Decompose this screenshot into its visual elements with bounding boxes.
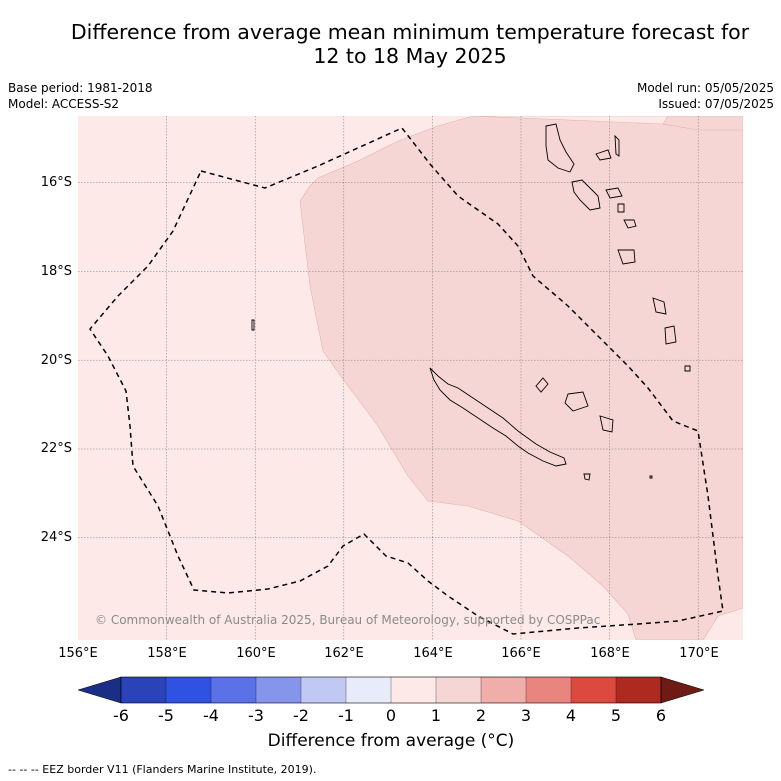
- lon-label-156e: 156°E: [58, 646, 98, 661]
- colorbar-tick-3: 3: [520, 706, 532, 725]
- maewo-coast: [614, 134, 620, 157]
- matthew-coast: [649, 475, 653, 479]
- colorbar-bin-11: [571, 677, 616, 703]
- colorbar-title: Difference from average (°C): [267, 731, 515, 751]
- lat-label-22s: 22°S: [40, 441, 72, 456]
- malo-coast: [595, 149, 612, 161]
- efate-coast: [623, 219, 637, 229]
- colorbar-bin-4: [256, 677, 301, 703]
- erromango-coast: [617, 249, 636, 265]
- epi-coast: [617, 203, 625, 213]
- colorbar-tick-1: 1: [430, 706, 442, 725]
- coastlines: [251, 123, 691, 481]
- mare-coast: [599, 415, 614, 433]
- issued-text: Issued: 07/05/2025: [658, 97, 774, 111]
- lat-label-20s: 20°S: [40, 353, 72, 368]
- colorbar-bin-1: [121, 677, 166, 703]
- colorbar: [78, 676, 704, 704]
- colorbar-bin-6: [346, 677, 391, 703]
- colorbar-tick-neg2: -2: [293, 706, 309, 725]
- isle-of-pines-coast: [583, 473, 591, 481]
- colorbar-tick-neg5: -5: [158, 706, 174, 725]
- espiritu-santo-coast: [545, 123, 575, 173]
- lat-label-18s: 18°S: [40, 264, 72, 279]
- lon-label-162e: 162°E: [324, 646, 364, 661]
- colorbar-bin-3: [211, 677, 256, 703]
- ambrym-coast: [605, 187, 623, 199]
- colorbar-bin-10: [526, 677, 571, 703]
- colorbar-tick-neg1: -1: [338, 706, 354, 725]
- malekula-coast: [571, 179, 601, 211]
- chart-title-line2: 12 to 18 May 2025: [313, 44, 507, 68]
- aneityum-coast: [664, 325, 677, 345]
- colorbar-bin-7: [391, 677, 436, 703]
- lon-label-158e: 158°E: [147, 646, 187, 661]
- new-caledonia-coast: [429, 367, 567, 467]
- walpole-coast: [684, 365, 691, 372]
- base-period-text: Base period: 1981-2018: [8, 81, 153, 95]
- lon-label-160e: 160°E: [236, 646, 276, 661]
- copyright-text: © Commonwealth of Australia 2025, Bureau…: [95, 613, 601, 627]
- lon-label-168e: 168°E: [590, 646, 630, 661]
- forecast-map: [78, 116, 743, 640]
- anomaly-region-1-to-2: [299, 116, 743, 640]
- ouvea-coast: [535, 377, 549, 393]
- chesterfield-coast: [251, 319, 255, 331]
- colorbar-tick-5: 5: [610, 706, 622, 725]
- lon-label-166e: 166°E: [501, 646, 541, 661]
- model-run-text: Model run: 05/05/2025: [636, 81, 774, 95]
- colorbar-extend-low: [78, 676, 122, 704]
- lon-label-170e: 170°E: [679, 646, 719, 661]
- eez-legend-text: -- -- -- EEZ border V11 (Flanders Marine…: [8, 763, 317, 776]
- colorbar-dividers: [165, 677, 617, 703]
- colorbar-bin-9: [481, 677, 526, 703]
- chart-title-line1: Difference from average mean minimum tem…: [70, 20, 750, 44]
- colorbar-bin-8: [436, 677, 481, 703]
- lon-label-164e: 164°E: [413, 646, 453, 661]
- lat-label-24s: 24°S: [40, 530, 72, 545]
- colorbar-tick-neg6: -6: [113, 706, 129, 725]
- colorbar-bin-12: [616, 677, 661, 703]
- colorbar-tick-6: 6: [655, 706, 667, 725]
- colorbar-bin-2: [166, 677, 211, 703]
- tanna-coast: [652, 297, 667, 315]
- lifou-coast: [564, 391, 589, 412]
- lat-label-16s: 16°S: [40, 175, 72, 190]
- colorbar-tick-4: 4: [565, 706, 577, 725]
- model-text: Model: ACCESS-S2: [8, 97, 120, 111]
- colorbar-tick-neg4: -4: [203, 706, 219, 725]
- colorbar-tick-neg3: -3: [248, 706, 264, 725]
- graticule: [78, 116, 743, 640]
- colorbar-tick-0: 0: [385, 706, 397, 725]
- colorbar-extend-high: [660, 676, 704, 704]
- colorbar-tick-2: 2: [475, 706, 487, 725]
- colorbar-bin-5: [301, 677, 346, 703]
